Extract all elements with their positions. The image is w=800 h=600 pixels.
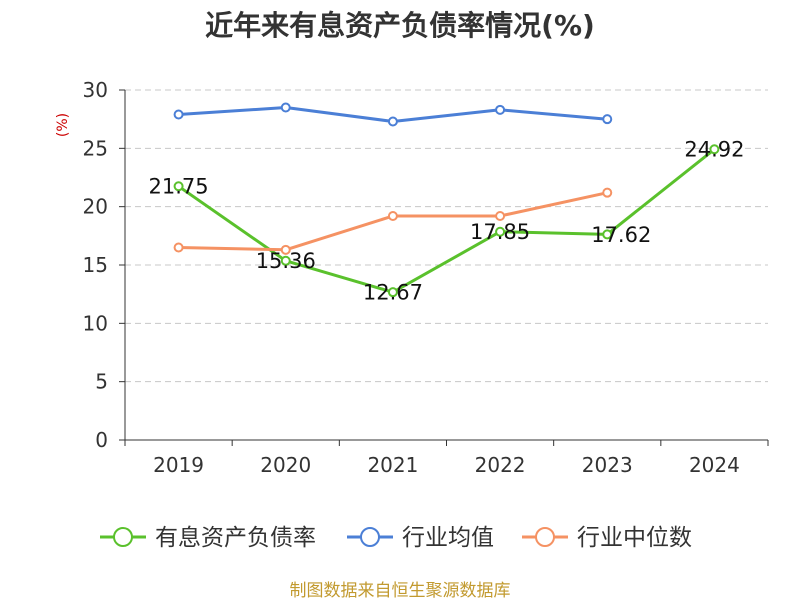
- y-tick-label: 0: [95, 428, 108, 452]
- x-tick-label: 2023: [582, 453, 633, 477]
- data-point: [280, 255, 291, 266]
- data-label: 17.85: [470, 220, 530, 244]
- data-point: [173, 109, 184, 120]
- data-label: 15.36: [256, 249, 316, 273]
- legend-circle-icon: [535, 527, 555, 547]
- legend-circle-icon: [113, 527, 133, 547]
- y-tick-label: 15: [83, 253, 108, 277]
- data-label: 24.92: [684, 138, 744, 162]
- y-tick-label: 30: [83, 78, 108, 102]
- y-tick-label: 5: [95, 370, 108, 394]
- y-axis-label: (%): [55, 113, 71, 137]
- legend-circle-icon: [360, 527, 380, 547]
- x-tick-label: 2021: [367, 453, 418, 477]
- x-tick-label: 2020: [260, 453, 311, 477]
- data-point: [602, 229, 613, 240]
- data-point: [387, 211, 398, 221]
- y-tick-label: 20: [83, 195, 108, 219]
- data-point: [602, 114, 613, 125]
- series-line-2: [177, 191, 609, 252]
- data-labels: 21.75 15.36 12.67 17.85 17.62 24.92: [149, 138, 745, 305]
- data-point: [173, 242, 184, 253]
- data-point: [387, 287, 398, 298]
- legend-item[interactable]: 行业中位数: [522, 525, 692, 551]
- data-point: [709, 144, 720, 155]
- x-tick-label: 2022: [475, 453, 526, 477]
- data-point: [280, 244, 291, 255]
- x-tick-label: 2024: [689, 453, 740, 477]
- data-point: [495, 226, 506, 237]
- data-point: [280, 102, 291, 113]
- data-point: [387, 116, 398, 127]
- source-footer: 制图数据来自恒生聚源数据库: [290, 581, 511, 600]
- y-tick-label: 10: [83, 311, 108, 335]
- data-label: 21.75: [149, 175, 209, 199]
- chart-title: 近年来有息资产负债率情况(%): [205, 9, 595, 42]
- data-label: 17.62: [591, 223, 651, 247]
- legend-label: 行业均值: [402, 525, 494, 551]
- data-label: 12.67: [363, 281, 423, 305]
- data-point: [495, 104, 506, 115]
- x-tick-label: 2019: [153, 453, 204, 477]
- legend: 有息资产负债率 行业均值 行业中位数: [100, 525, 692, 551]
- y-tick-label: 25: [83, 136, 108, 160]
- data-point: [173, 181, 184, 192]
- legend-label: 行业中位数: [577, 525, 692, 551]
- axes: 0 5 10 15 20 25 30 2019 2020 2021 2022 2023 2024: [83, 78, 769, 477]
- data-point: [602, 187, 613, 198]
- data-point: [495, 211, 506, 221]
- series-group: [173, 102, 720, 298]
- legend-item[interactable]: 行业均值: [347, 525, 494, 551]
- gridlines: [125, 89, 768, 383]
- legend-item[interactable]: 有息资产负债率: [100, 525, 316, 551]
- legend-label: 有息资产负债率: [155, 525, 316, 551]
